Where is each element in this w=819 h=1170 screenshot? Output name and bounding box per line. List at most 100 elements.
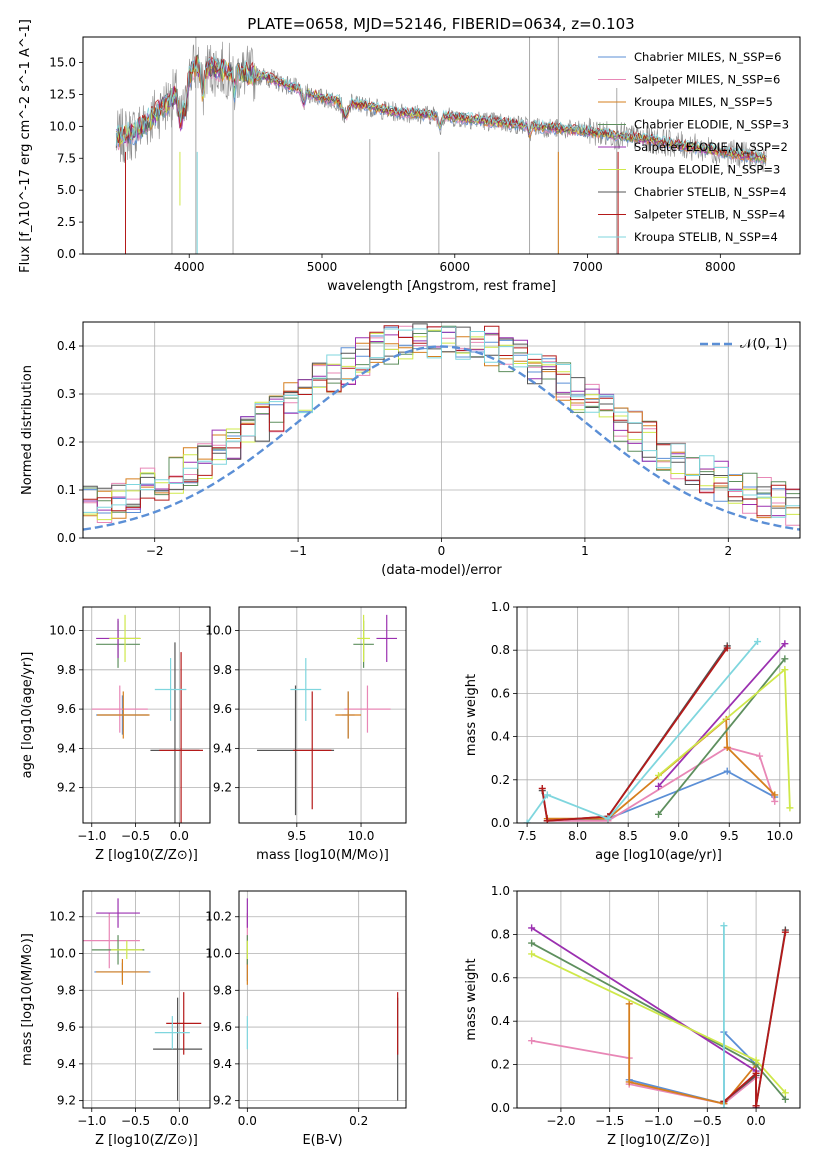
panel-age_vs_Z: −1.0 −0.5 0.0 9.2 9.4 9.6 9.8 10.0 Z [log10(Z/Z⊙… — [20, 606, 211, 863]
x-tick-label: 2 — [724, 544, 732, 558]
series-kr_stelib-marker — [604, 815, 612, 823]
x-tick-label: 9.5 — [287, 829, 306, 843]
series-kr_miles-marker — [625, 1078, 633, 1086]
axes-frame — [516, 890, 801, 1109]
series-sp_stelib-marker — [723, 644, 731, 652]
panel-mass_vs_ebv: 0.0 0.2 9.2 9.4 9.6 9.8 10.0 10.2 E(B-V) — [205, 890, 407, 1148]
series-cm_stelib-line — [541, 645, 728, 822]
x-tick-label: −1.0 — [77, 829, 106, 843]
series-cm_elodie-marker — [655, 810, 662, 818]
y-tick-label: 0.1 — [57, 483, 76, 497]
x-axis-label: Z [log10(Z/Z⊙)] — [95, 848, 198, 863]
y-tick-label: 0.2 — [57, 435, 76, 449]
axes-frame — [238, 606, 407, 824]
plot-area-mass_weight_vs_Z — [528, 922, 789, 1108]
x-tick-label: 0.0 — [170, 1114, 189, 1128]
x-tick-label: 7000 — [572, 260, 603, 274]
y-tick-label: 9.2 — [213, 781, 232, 795]
x-tick-label: 6000 — [440, 260, 471, 274]
x-tick-label: −0.5 — [121, 829, 150, 843]
series-sp_elodie-line — [657, 643, 786, 787]
x-tick-label: −1.0 — [644, 1114, 673, 1128]
y-axis-label: mass [log10(M/M⊙)] — [20, 933, 35, 1066]
y-tick-label: 10.0 — [205, 947, 232, 961]
plot-area-age_vs_mass — [256, 614, 398, 816]
x-tick-label: 0 — [438, 544, 446, 558]
axes-frame — [82, 890, 211, 1109]
x-tick-label: −1.0 — [77, 1114, 106, 1128]
legend-label: Salpeter ELODIE, N_SSP=2 — [634, 140, 788, 154]
y-tick-label: 7.5 — [57, 151, 76, 165]
series-kr_stelib-marker — [720, 922, 728, 930]
y-tick-label: 9.8 — [213, 983, 232, 997]
panel-residuals: −2 −1 0 1 2 0.0 0.1 0.2 0.3 0.4 (data-model)/error… — [20, 321, 801, 578]
series-kr_miles-line — [547, 717, 776, 820]
x-axis-label: E(B-V) — [302, 1133, 342, 1148]
y-tick-label: 9.4 — [57, 1057, 76, 1071]
y-axis-label: Flux [f_λ10^-17 erg cm^-2 s^-1 A^-1] — [18, 19, 33, 273]
y-tick-label: 0.8 — [491, 927, 510, 941]
y-tick-label: 10.2 — [205, 910, 232, 924]
y-tick-label: 0.6 — [491, 971, 510, 985]
x-tick-label: 8.0 — [568, 829, 587, 843]
x-axis-label: Z [log10(Z/Z⊙)] — [95, 1133, 198, 1148]
series-kr_miles-marker — [723, 743, 731, 751]
y-tick-label: 0.0 — [491, 816, 510, 830]
y-tick-label: 0.4 — [491, 730, 510, 744]
series-cm_miles-line — [547, 770, 776, 822]
figure-title: PLATE=0658, MJD=52146, FIBERID=0634, z=0… — [247, 15, 634, 33]
series-sp_stelib-marker — [752, 1102, 760, 1108]
y-tick-label: 0.4 — [491, 1014, 510, 1028]
y-tick-label: 0.8 — [491, 643, 510, 657]
series-sp_elodie-marker — [528, 924, 536, 932]
series-sp_miles-marker — [771, 797, 779, 805]
axes-frame — [516, 606, 801, 824]
plot-area-mass_weight_vs_age — [523, 638, 794, 823]
x-tick-label: 8.5 — [619, 829, 638, 843]
x-tick-label: 10.0 — [766, 829, 793, 843]
series-sp_stelib-marker — [752, 1069, 760, 1077]
series-sp_miles-marker — [528, 1037, 536, 1045]
panel-spectrum: 4000 5000 6000 7000 8000 0.0 2.5 5.0 7.5 10.0 12.5… — [18, 19, 801, 294]
plot-area-mass_vs_Z — [83, 898, 203, 1101]
y-tick-label: 9.4 — [213, 1057, 232, 1071]
axes-frame — [82, 36, 801, 255]
y-tick-label: 0.6 — [491, 686, 510, 700]
panel-mass_weight_vs_age: 7.5 8.0 8.5 9.0 9.5 10.0 0.0 0.2 0.4 0.6 0.8 1.0 age… — [464, 600, 801, 863]
legend-label: Salpeter MILES, N_SSP=6 — [634, 73, 780, 87]
series-kr_elodie-marker — [655, 771, 662, 779]
legend-label: Chabrier MILES, N_SSP=6 — [634, 50, 781, 64]
axes-frame — [82, 321, 801, 539]
x-tick-label: 10.0 — [348, 829, 375, 843]
y-tick-label: 10.0 — [49, 119, 76, 133]
y-tick-label: 10.0 — [205, 624, 232, 638]
y-tick-label: 1.0 — [491, 600, 510, 614]
x-tick-label: −2.0 — [546, 1114, 575, 1128]
series-kr_stelib-line — [526, 641, 759, 823]
series-sp_stelib-line — [723, 932, 787, 1106]
x-tick-label: 1 — [581, 544, 589, 558]
series-kr_miles-marker — [625, 1000, 633, 1008]
series-cm_elodie-marker — [528, 939, 536, 947]
model-sp_stelib-line — [115, 56, 767, 161]
series-cm_elodie-line — [657, 658, 786, 815]
model-kr_stelib-line — [115, 56, 767, 159]
series-kr_stelib-marker — [543, 791, 551, 799]
x-tick-label: −0.5 — [121, 1114, 150, 1128]
x-tick-label: 9.0 — [669, 829, 688, 843]
y-axis-label: mass weight — [464, 674, 479, 756]
legend-label: 𝒩(0, 1) — [740, 337, 787, 352]
legend-label: Chabrier ELODIE, N_SSP=3 — [634, 118, 789, 132]
y-tick-label: 9.8 — [57, 983, 76, 997]
y-tick-label: 0.2 — [491, 1058, 510, 1072]
x-axis-label: mass [log10(M/M⊙)] — [256, 848, 389, 863]
y-tick-label: 9.8 — [57, 663, 76, 677]
y-tick-label: 9.6 — [213, 702, 232, 716]
y-tick-label: 10.0 — [49, 624, 76, 638]
x-tick-label: −0.5 — [693, 1114, 722, 1128]
legend-label: Kroupa STELIB, N_SSP=4 — [634, 230, 778, 244]
x-tick-label: −1.5 — [595, 1114, 624, 1128]
series-kr_stelib-marker — [523, 819, 531, 823]
y-tick-label: 9.6 — [57, 1020, 76, 1034]
